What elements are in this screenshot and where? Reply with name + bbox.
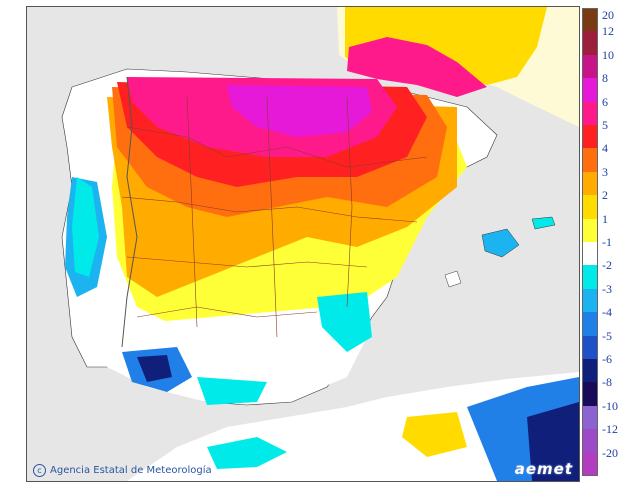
legend-label: 8 <box>602 71 608 86</box>
legend-label: -2 <box>602 258 612 273</box>
legend-item: 6 <box>582 95 628 125</box>
legend-item: -12 <box>582 422 628 453</box>
legend-label: -5 <box>602 328 612 343</box>
legend-swatch <box>582 312 598 336</box>
legend-item: 10 <box>582 48 628 79</box>
color-legend: 20 12 10 8 6 5 4 3 2 1 -1 -2 -3 -4 -5 -6 -8 -10 -12 -20 <box>582 8 628 476</box>
legend-label: 12 <box>602 24 614 39</box>
legend-swatch <box>582 125 598 149</box>
brand-logo: aemet <box>514 460 573 478</box>
legend-label: 10 <box>602 47 614 62</box>
legend-swatch <box>582 78 598 102</box>
legend-label: 3 <box>602 164 608 179</box>
guadalquivir-deep <box>137 355 172 382</box>
province-borders <box>121 96 428 338</box>
legend-swatch <box>582 452 598 476</box>
legend-label: 5 <box>602 118 608 132</box>
legend-swatch <box>582 171 598 196</box>
legend-item: -2 <box>582 258 628 289</box>
west-coast-cyan <box>72 177 99 277</box>
legend-swatch <box>582 429 598 453</box>
legend-item: 3 <box>582 165 628 196</box>
credit-line: c Agencia Estatal de Meteorología <box>33 464 212 477</box>
legend-label: -3 <box>602 281 612 296</box>
legend-item: 8 <box>582 71 628 102</box>
legend-item: 12 <box>582 24 628 55</box>
purple-zone <box>227 85 372 137</box>
legend-label: -8 <box>602 375 612 390</box>
legend-swatch <box>582 195 598 219</box>
copyright-icon: c <box>33 464 46 477</box>
south-cyan <box>197 377 267 405</box>
legend-item: -4 <box>582 305 628 336</box>
africa-cyan <box>207 437 287 469</box>
legend-item: -20 <box>582 446 628 476</box>
legend-label: 20 <box>602 8 614 22</box>
legend-swatch <box>582 8 598 32</box>
menorca <box>531 216 556 230</box>
legend-label: -4 <box>602 305 612 320</box>
legend-swatch <box>582 54 598 79</box>
legend-item: 1 <box>582 212 628 242</box>
legend-item: 4 <box>582 141 628 172</box>
legend-swatch <box>582 335 598 359</box>
legend-label: -10 <box>602 398 618 413</box>
legend-swatch <box>582 101 598 125</box>
ibiza <box>444 270 462 288</box>
legend-item: -5 <box>582 329 628 359</box>
pyrenees-heat <box>347 37 487 97</box>
africa-deep-cold <box>527 402 579 481</box>
legend-swatch <box>582 265 598 289</box>
legend-swatch <box>582 218 598 242</box>
southeast-cyan <box>317 292 372 352</box>
mallorca <box>481 228 520 258</box>
credit-text: Agencia Estatal de Meteorología <box>50 465 212 476</box>
legend-label: -1 <box>602 235 612 249</box>
legend-label: 4 <box>602 141 608 156</box>
legend-swatch <box>582 242 598 266</box>
legend-swatch <box>582 359 598 383</box>
legend-label: 6 <box>602 94 608 109</box>
legend-label: -12 <box>602 422 618 437</box>
legend-label: 1 <box>602 211 608 226</box>
map-canvas <box>27 7 579 481</box>
legend-swatch <box>582 405 598 430</box>
legend-swatch <box>582 382 598 406</box>
legend-item: -10 <box>582 399 628 430</box>
portugal-border <box>121 76 138 348</box>
legend-swatch <box>582 31 598 55</box>
legend-item: -1 <box>582 235 628 266</box>
legend-item: -3 <box>582 282 628 313</box>
legend-label: -6 <box>602 352 612 366</box>
legend-item: 2 <box>582 188 628 219</box>
legend-label: -20 <box>602 445 618 460</box>
legend-item: -8 <box>582 375 628 406</box>
legend-swatch <box>582 288 598 313</box>
legend-item: 5 <box>582 118 628 149</box>
africa-warm <box>402 412 467 457</box>
legend-item: -6 <box>582 352 628 383</box>
legend-item: 20 <box>582 8 628 32</box>
anomaly-map: c Agencia Estatal de Meteorología aemet <box>26 6 580 482</box>
legend-label: 2 <box>602 188 608 203</box>
legend-swatch <box>582 148 598 172</box>
